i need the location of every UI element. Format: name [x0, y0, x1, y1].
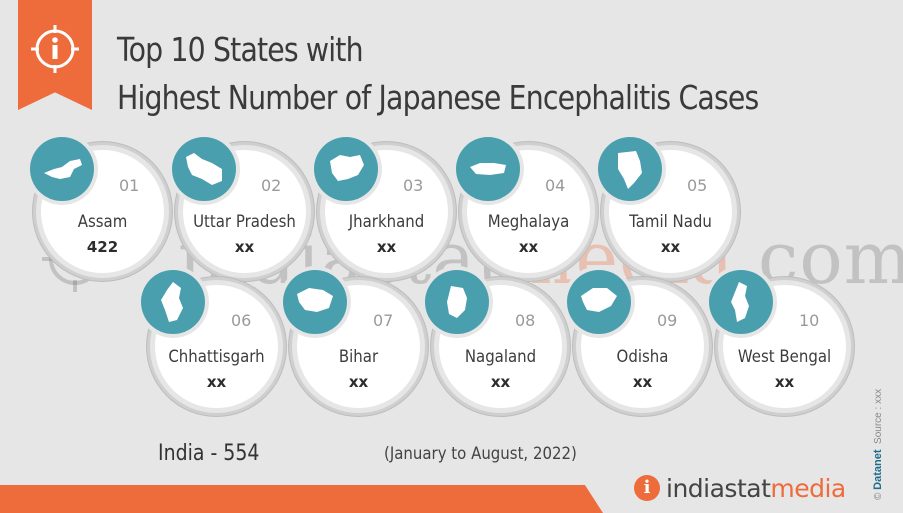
rank-number: 09: [657, 311, 678, 330]
state-name: Meghalaya: [487, 212, 570, 232]
state-value: xx: [206, 373, 227, 391]
state-card-8: 08 Nagaland xx: [439, 285, 562, 408]
state-value: 422: [86, 238, 119, 256]
state-name: Bihar: [338, 347, 379, 367]
period-label: (January to August, 2022): [384, 444, 577, 464]
state-map-icon: [425, 270, 489, 334]
state-name: Nagaland: [464, 347, 537, 367]
state-name: Assam: [77, 212, 128, 232]
state-name: Uttar Pradesh: [193, 212, 296, 232]
state-name: Tamil Nadu: [629, 212, 712, 232]
state-map-icon: [598, 137, 662, 201]
state-map-icon: [456, 137, 520, 201]
state-name: Chhattisgarh: [168, 347, 265, 367]
title-line-1: Top 10 States with: [117, 30, 364, 69]
rank-number: 02: [261, 176, 282, 195]
state-value: xx: [774, 373, 795, 391]
rank-number: 05: [687, 176, 708, 195]
info-icon: [31, 25, 79, 73]
state-value: xx: [518, 238, 539, 256]
rank-number: 01: [119, 176, 140, 195]
state-map-icon: [567, 270, 631, 334]
credit-text: © Datanet Source : xxx: [872, 388, 884, 500]
brand-logo: i indiastatmedia: [634, 470, 846, 506]
rank-number: 03: [403, 176, 424, 195]
state-map-icon: [709, 270, 773, 334]
state-name: West Bengal: [737, 347, 832, 367]
rank-number: 04: [545, 176, 566, 195]
brand-info-icon: i: [634, 475, 660, 501]
brand-text: indiastatmedia: [666, 473, 846, 503]
state-value: xx: [376, 238, 397, 256]
state-value: xx: [632, 373, 653, 391]
state-value: xx: [490, 373, 511, 391]
india-total: India - 554: [158, 441, 260, 466]
state-card-7: 07 Bihar xx: [297, 285, 420, 408]
state-map-icon: [283, 270, 347, 334]
state-map-icon: [314, 137, 378, 201]
state-map-icon: [172, 137, 236, 201]
state-value: xx: [348, 373, 369, 391]
page-title: Top 10 States with Highest Number of Jap…: [117, 26, 759, 122]
footer-bar: [0, 485, 603, 513]
title-line-2: Highest Number of Japanese Encephalitis …: [117, 78, 759, 117]
rank-number: 10: [799, 311, 820, 330]
state-map-icon: [30, 137, 94, 201]
state-card-6: 06 Chhattisgarh xx: [155, 285, 278, 408]
state-map-icon: [141, 270, 205, 334]
state-value: xx: [660, 238, 681, 256]
rank-number: 07: [373, 311, 394, 330]
rank-number: 08: [515, 311, 536, 330]
state-name: Jharkhand: [348, 212, 425, 232]
state-name: Odisha: [616, 347, 669, 367]
rank-number: 06: [231, 311, 252, 330]
state-value: xx: [234, 238, 255, 256]
